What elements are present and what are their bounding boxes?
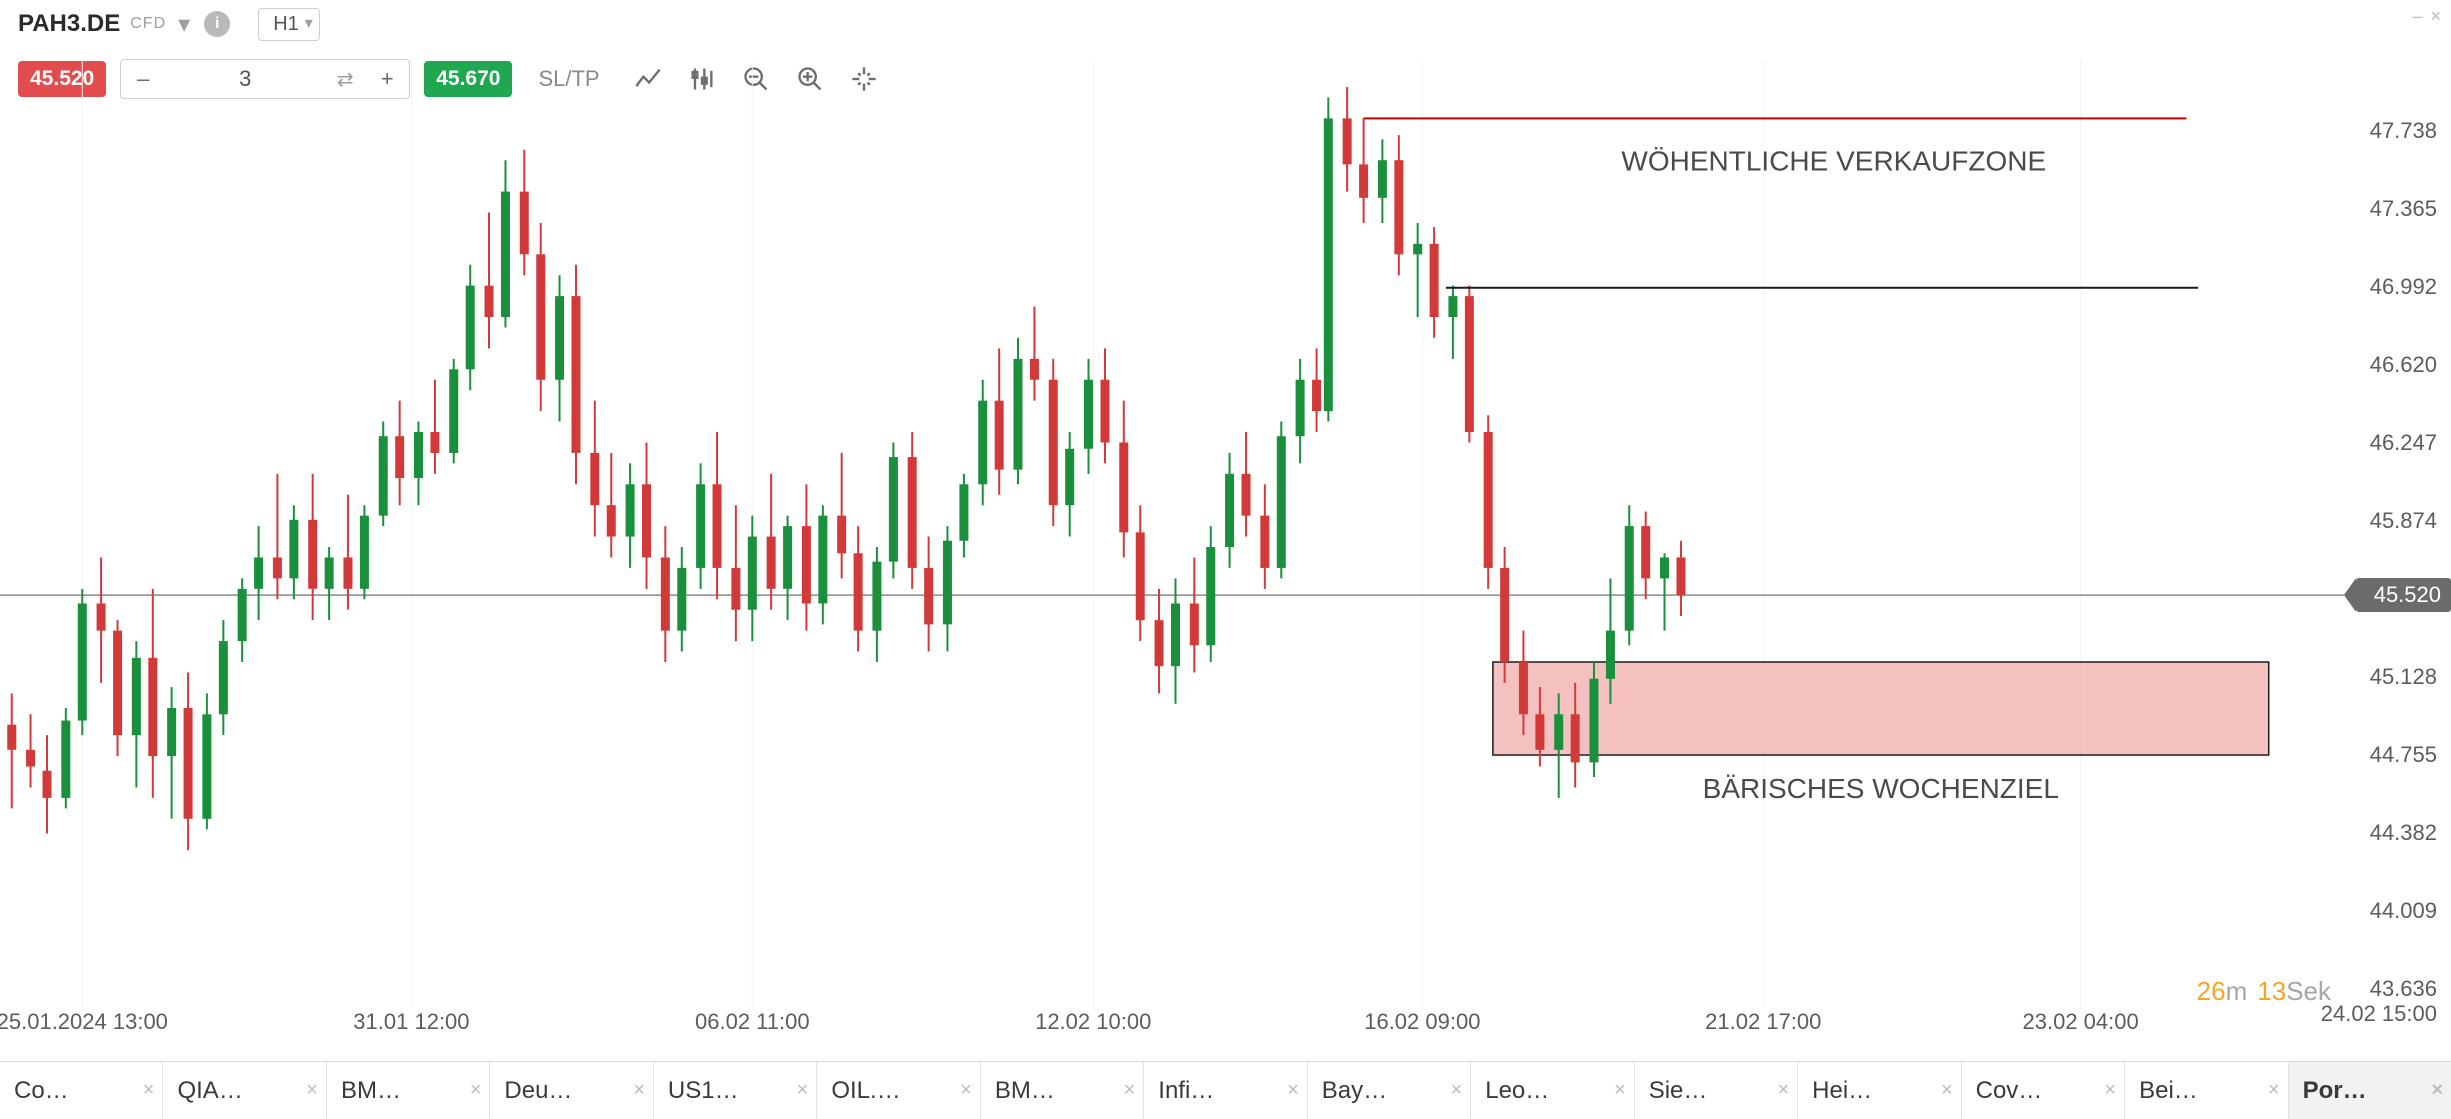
symbol-tab[interactable]: Cov… × (1962, 1062, 2125, 1119)
symbol-tab[interactable]: BM… × (981, 1062, 1144, 1119)
tab-label: Cov… (1976, 1077, 2097, 1105)
countdown-sec: 13 (2257, 976, 2286, 1006)
tab-label: Co… (14, 1077, 135, 1105)
tab-label: Por… (2303, 1077, 2424, 1105)
tab-close-icon[interactable]: × (2104, 1079, 2116, 1102)
tab-close-icon[interactable]: × (470, 1079, 482, 1102)
tab-close-icon[interactable]: × (2431, 1079, 2443, 1102)
tab-label: Bei… (2139, 1077, 2260, 1105)
tab-close-icon[interactable]: × (143, 1079, 155, 1102)
price-tick: 45.128 (2370, 664, 2437, 690)
window-controls: – × (2412, 6, 2441, 27)
countdown-min: 26 (2197, 976, 2226, 1006)
price-tick: 44.009 (2370, 898, 2437, 924)
tab-close-icon[interactable]: × (306, 1079, 318, 1102)
symbol-tab[interactable]: Por… × (2289, 1062, 2451, 1119)
price-tick: 44.755 (2370, 742, 2437, 768)
symbol-tab[interactable]: Hei… × (1798, 1062, 1961, 1119)
countdown-min-unit: m (2226, 976, 2248, 1006)
tab-label: Deu… (504, 1077, 625, 1105)
svg-text:BÄRISCHES WOCHENZIEL: BÄRISCHES WOCHENZIEL (1703, 773, 2059, 804)
svg-text:WÖHENTLICHE VERKAUFZONE: WÖHENTLICHE VERKAUFZONE (1621, 146, 2046, 177)
tab-label: QIA… (177, 1077, 298, 1105)
current-price-tag: 45.520 (2356, 578, 2451, 612)
close-icon[interactable]: × (2430, 6, 2441, 27)
symbol-tab[interactable]: OIL.… × (817, 1062, 980, 1119)
tab-close-icon[interactable]: × (1777, 1079, 1789, 1102)
symbol-tab[interactable]: Deu… × (490, 1062, 653, 1119)
time-tick: 06.02 11:00 (695, 1009, 810, 1035)
tab-close-icon[interactable]: × (1614, 1079, 1626, 1102)
chart-header: PAH3.DE CFD ▾ i H1 (0, 0, 2451, 48)
symbol-tabs: Co…×QIA…×BM…×Deu…×US1…×OIL.…×BM…×Infi…×B… (0, 1061, 2451, 1119)
tab-close-icon[interactable]: × (633, 1079, 645, 1102)
tab-close-icon[interactable]: × (1124, 1079, 1136, 1102)
price-tick: 46.247 (2370, 430, 2437, 456)
price-tick: 46.620 (2370, 352, 2437, 378)
minimize-icon[interactable]: – (2412, 6, 2422, 27)
time-axis: 25.01.2024 13:00 31.01 12:00 06.02 11:00 12… (0, 1009, 2351, 1053)
time-tick: 23.02 04:00 (2023, 1009, 2139, 1035)
tab-close-icon[interactable]: × (960, 1079, 972, 1102)
symbol-label[interactable]: PAH3.DE (18, 10, 120, 38)
countdown-sec-unit: Sek (2286, 976, 2331, 1006)
symbol-tab[interactable]: Leo… × (1471, 1062, 1634, 1119)
symbol-tab[interactable]: Infi… × (1144, 1062, 1307, 1119)
symbol-tab[interactable]: QIA… × (163, 1062, 326, 1119)
tab-label: Leo… (1485, 1077, 1606, 1105)
symbol-tab[interactable]: Bay… × (1308, 1062, 1471, 1119)
bar-countdown: 26m 13Sek (2197, 976, 2341, 1007)
price-axis: 47.738 47.365 46.992 46.620 46.247 45.874 45.1… (2351, 60, 2451, 1009)
tab-label: Bay… (1322, 1077, 1443, 1105)
instrument-type: CFD (130, 15, 166, 33)
timeframe-selector[interactable]: H1 (258, 8, 320, 41)
tab-close-icon[interactable]: × (1287, 1079, 1299, 1102)
time-tick: 16.02 09:00 (1364, 1009, 1480, 1035)
price-tick: 47.738 (2370, 118, 2437, 144)
tab-label: Sie… (1649, 1077, 1770, 1105)
tab-label: BM… (341, 1077, 462, 1105)
price-tick: 44.382 (2370, 820, 2437, 846)
time-tick: 12.02 10:00 (1035, 1009, 1151, 1035)
tab-close-icon[interactable]: × (1451, 1079, 1463, 1102)
tab-close-icon[interactable]: × (1941, 1079, 1953, 1102)
time-tick: 21.02 17:00 (1705, 1009, 1821, 1035)
tab-label: Hei… (1812, 1077, 1933, 1105)
symbol-tab[interactable]: Sie… × (1635, 1062, 1798, 1119)
symbol-tab[interactable]: BM… × (327, 1062, 490, 1119)
chart-plot-area[interactable]: WÖHENTLICHE VERKAUFZONE BÄRISCHES WOCHENZ… (0, 60, 2351, 1009)
tab-label: OIL.… (831, 1077, 952, 1105)
price-tick: 45.874 (2370, 508, 2437, 534)
price-tick: 43.636 (2370, 976, 2437, 1002)
time-tick: 31.01 12:00 (353, 1009, 469, 1035)
tab-close-icon[interactable]: × (2268, 1079, 2280, 1102)
symbol-tab[interactable]: Co… × (0, 1062, 163, 1119)
trading-chart-window: PAH3.DE CFD ▾ i H1 – × 45.520 – 3 ⇄ + 45… (0, 0, 2451, 1119)
info-icon[interactable]: i (204, 11, 230, 37)
symbol-tab[interactable]: Bei… × (2125, 1062, 2288, 1119)
tab-label: US1… (668, 1077, 789, 1105)
chevron-down-icon[interactable]: ▾ (178, 10, 190, 39)
symbol-tab[interactable]: US1… × (654, 1062, 817, 1119)
time-tick: 25.01.2024 13:00 (0, 1009, 168, 1035)
price-tick: 46.992 (2370, 274, 2437, 300)
tab-close-icon[interactable]: × (797, 1079, 809, 1102)
tab-label: Infi… (1158, 1077, 1279, 1105)
tab-label: BM… (995, 1077, 1116, 1105)
price-tick: 47.365 (2370, 196, 2437, 222)
